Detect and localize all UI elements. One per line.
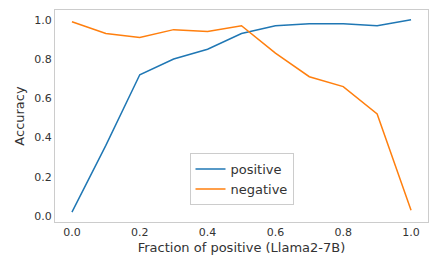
svg-text:0.4: 0.4 [199,226,217,239]
svg-text:0.0: 0.0 [34,210,52,223]
svg-text:negative: negative [231,182,288,197]
svg-text:0.2: 0.2 [131,226,149,239]
svg-text:positive: positive [231,162,282,177]
svg-text:0.8: 0.8 [34,53,52,66]
svg-text:1.0: 1.0 [402,226,420,239]
svg-text:1.0: 1.0 [34,14,52,27]
svg-text:0.4: 0.4 [34,131,52,144]
svg-text:0.8: 0.8 [334,226,352,239]
svg-text:0.2: 0.2 [34,171,52,184]
svg-text:Accuracy: Accuracy [12,86,27,146]
svg-text:0.6: 0.6 [34,92,52,105]
svg-text:0.0: 0.0 [63,226,81,239]
svg-text:Fraction of positive (Llama2-7: Fraction of positive (Llama2-7B) [138,240,346,255]
svg-text:0.6: 0.6 [267,226,285,239]
